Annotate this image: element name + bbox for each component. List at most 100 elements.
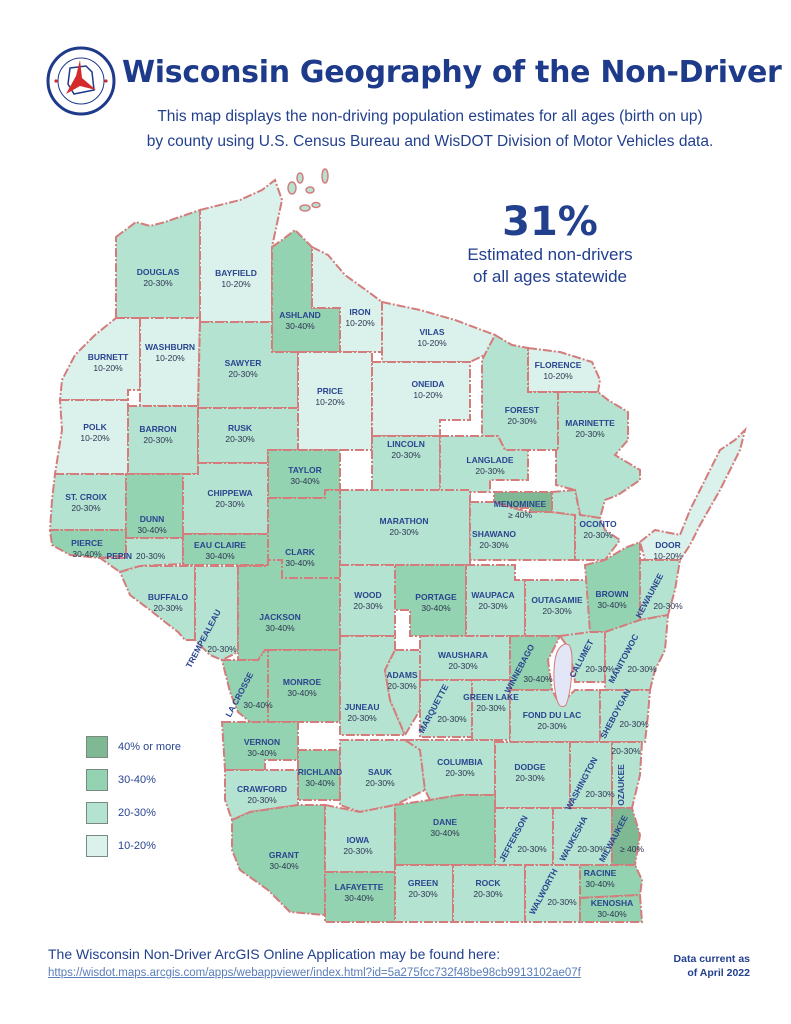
date-line-2: of April 2022 [687, 967, 750, 979]
county-value: 10-20% [221, 279, 251, 289]
county-value: 30-40% [430, 828, 460, 838]
county-name: LANGLADE [466, 455, 514, 465]
legend-label: 10-20% [118, 839, 156, 852]
county-oconto [551, 488, 622, 561]
map-legend: 40% or more 30-40% 20-30% 10-20% [86, 730, 181, 862]
county-value: 20-30% [542, 606, 572, 616]
county-name: COLUMBIA [437, 757, 483, 767]
county-name: DOOR [655, 540, 681, 550]
county-label: PEPIN 20-30% [106, 551, 165, 561]
county-name: DANE [433, 817, 457, 827]
county-name: MARATHON [380, 516, 429, 526]
county-value: 10-20% [413, 390, 443, 400]
subtitle-line-2: by county using U.S. Census Bureau and W… [146, 133, 714, 150]
county-iron [311, 245, 383, 353]
legend-label: 20-30% [118, 806, 156, 819]
arcgis-app-link[interactable]: https://wisdot.maps.arcgis.com/apps/weba… [48, 967, 581, 979]
county-name: BURNETT [88, 352, 129, 362]
date-line-1: Data current as [673, 953, 750, 965]
county-value: 20-30% [448, 661, 478, 671]
legend-item-10-20: 10-20% [86, 829, 181, 862]
county-value: 20-30% [585, 789, 615, 799]
county-name: WOOD [354, 590, 381, 600]
county-value: 20-30% [515, 773, 545, 783]
county-value: 30-40% [523, 674, 553, 684]
county-value: 30-40% [421, 603, 451, 613]
county-ozaukee [611, 741, 644, 809]
arcgis-app-text: The Wisconsin Non-Driver ArcGIS Online A… [48, 946, 501, 962]
county-douglas [115, 208, 201, 319]
county-name: DOUGLAS [137, 267, 180, 277]
county-name: GREEN LAKE [463, 692, 519, 702]
county-name: PEPIN [106, 551, 132, 561]
county-st-croix [48, 473, 127, 531]
county-door [638, 426, 747, 561]
statewide-stat: 31% Estimated non-drivers of all ages st… [440, 200, 660, 288]
apostle-islands [287, 168, 329, 212]
county-name: OCONTO [579, 519, 617, 529]
county-buffalo [118, 565, 196, 641]
county-value: 20-30% [611, 746, 641, 756]
county-value: 20-30% [583, 530, 613, 540]
county-value: 30-40% [344, 893, 374, 903]
county-name: MARINETTE [565, 418, 615, 428]
county-value: 20-30% [585, 664, 615, 674]
county-value: 20-30% [627, 664, 657, 674]
county-label: MENOMINEE≥ 40% [494, 499, 547, 520]
county-value: 20-30% [537, 721, 567, 731]
county-value: 30-40% [585, 879, 615, 889]
county-value: 30-40% [269, 861, 299, 871]
county-value: 20-30% [547, 897, 577, 907]
county-waushara [419, 635, 511, 681]
county-value: 10-20% [417, 338, 447, 348]
county-jefferson [494, 807, 554, 866]
county-value: 20-30% [575, 429, 605, 439]
county-value: 30-40% [72, 549, 102, 559]
county-name: PIERCE [71, 538, 103, 548]
legend-label: 40% or more [118, 740, 181, 753]
page-subtitle: This map displays the non-driving popula… [100, 104, 760, 154]
county-name: RACINE [584, 868, 617, 878]
county-name: ROCK [475, 878, 501, 888]
county-name: MENOMINEE [494, 499, 547, 509]
county-name: TAYLOR [288, 465, 322, 475]
county-value: 20-30% [577, 844, 607, 854]
county-milwaukee [611, 807, 642, 866]
wisdot-seal-icon [46, 46, 116, 116]
county-name: KENOSHA [591, 898, 634, 908]
page-title: Wisconsin Geography of the Non-Driver [122, 55, 782, 90]
county-value: 30-40% [305, 778, 335, 788]
county-value: 20-30% [473, 889, 503, 899]
county-value: 10-20% [93, 363, 123, 373]
county-value: 30-40% [137, 525, 167, 535]
county-name: FOREST [505, 405, 540, 415]
county-value: 20-30% [619, 719, 649, 729]
county-value: 20-30% [391, 450, 421, 460]
county-bayfield [199, 178, 284, 323]
county-name: LAFAYETTE [335, 882, 384, 892]
county-name: RUSK [228, 423, 253, 433]
county-value: 20-30% [353, 601, 383, 611]
data-current-date: Data current as of April 2022 [640, 952, 750, 980]
county-florence [527, 346, 602, 393]
